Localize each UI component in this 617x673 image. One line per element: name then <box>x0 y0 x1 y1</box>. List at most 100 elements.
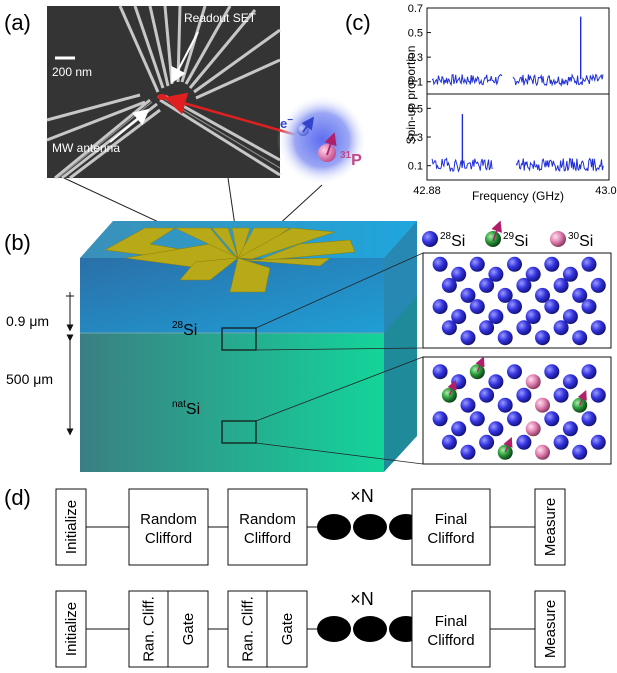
row2-final-clifford-label: Final Clifford <box>427 613 474 649</box>
atom-si30 <box>525 421 541 437</box>
atom-si28 <box>553 434 569 450</box>
atom-si28 <box>562 309 578 325</box>
atom-si28 <box>460 330 476 346</box>
readout-set-label: Readout SET <box>184 11 257 25</box>
row2-ran-cliff-2-label: Ran. Cliff. <box>240 596 257 662</box>
row1-initialize-label: Initialize <box>63 500 80 554</box>
panel-label-a: (a) <box>4 10 31 35</box>
atom-si28 <box>553 277 569 293</box>
atom-si28 <box>479 434 495 450</box>
row1-initialize-box <box>55 488 87 566</box>
mw-antenna-label: MW antenna <box>52 141 120 155</box>
row1-random-clifford-1-box <box>128 488 209 566</box>
row1-random-clifford-2-label: Random Clifford <box>239 511 296 547</box>
atom-si28 <box>544 364 560 380</box>
atom-si28 <box>544 256 560 272</box>
atom-si28 <box>451 266 467 282</box>
row2-ran-cliff-1-label: Ran. Cliff. <box>141 596 158 662</box>
atom-si30 <box>525 374 541 390</box>
lattice2-connector-top <box>255 356 424 422</box>
bottom-trace-segment-1 <box>431 157 493 173</box>
atom-si28 <box>441 434 457 450</box>
atom-si28 <box>562 421 578 437</box>
panel-label-c: (c) <box>345 10 371 35</box>
atom-si28 <box>590 277 606 293</box>
atom-si28 <box>460 287 476 303</box>
legend-si30-icon <box>550 231 566 247</box>
natsi-zoom-box <box>221 420 257 444</box>
atom-si28 <box>553 320 569 336</box>
atom-si28 <box>516 387 532 403</box>
chart-xlabel: Frequency (GHz) <box>472 189 564 203</box>
donor-pointer-arrow <box>163 92 301 138</box>
legend-si28-icon <box>422 231 438 247</box>
atom-si28 <box>572 444 588 460</box>
si28-layer-label: 28Si <box>172 320 197 339</box>
thickness-bottom-label: 500 μm <box>6 371 53 387</box>
chart-ylabel: Spin-up proportion <box>404 46 418 145</box>
thickness-top-label: 0.9 μm <box>6 313 49 329</box>
atom-si28 <box>469 256 485 272</box>
row1-final-clifford-label: Final Clifford <box>427 511 474 547</box>
atom-si28 <box>562 266 578 282</box>
nuclear-spin-arrow <box>475 356 485 372</box>
atom-si28 <box>581 299 597 315</box>
repeat-ellipsis-dot <box>353 616 387 642</box>
scale-bar-label: 200 nm <box>52 65 92 79</box>
legend-si28-label: 28Si <box>440 231 465 250</box>
atom-si30 <box>535 444 550 460</box>
panel-label-d: (d) <box>4 485 31 510</box>
top-trace-segment-1 <box>431 73 503 87</box>
atom-si28 <box>451 309 467 325</box>
atom-si28 <box>497 330 513 346</box>
row1-measure-label: Measure <box>542 498 559 556</box>
row2-gate-1-box <box>167 590 209 668</box>
row2-measure-box <box>534 590 566 668</box>
sequence-diagrams: Initialize Random Clifford Random Clifford ×N… <box>55 486 566 668</box>
panel-label-b: (b) <box>4 230 31 255</box>
row2-gate-1-label: Gate <box>180 613 197 646</box>
device-block: 28Si natSi <box>80 221 417 472</box>
atom-si28 <box>590 434 606 450</box>
atom-si28 <box>479 277 495 293</box>
atom-si28 <box>488 374 504 390</box>
nuclear-spin-arrow <box>577 389 587 406</box>
bottom-ytick-label: 0.3 <box>408 132 423 144</box>
repeat-ellipsis-dot <box>317 616 351 642</box>
row2-measure-label: Measure <box>542 600 559 658</box>
repeat-ellipsis-dot <box>317 514 351 540</box>
si28-layer <box>80 258 384 333</box>
top-ytick-label: 0.7 <box>408 3 423 15</box>
row2-initialize-box <box>55 590 87 668</box>
atom-si28 <box>432 299 448 315</box>
donor-location <box>157 94 167 100</box>
top-trace-segment-2 <box>512 73 604 87</box>
row2-gate-2-box <box>266 590 308 668</box>
row2-initialize-label: Initialize <box>63 602 80 656</box>
atom-si28 <box>497 287 513 303</box>
atom-si28 <box>507 256 522 272</box>
atom-si28 <box>525 266 541 282</box>
atom-si28 <box>562 374 578 390</box>
atom-si28 <box>507 364 522 380</box>
atom-si28 <box>535 330 550 346</box>
thickness-annotations: 0.9 μm 500 μm <box>6 292 74 436</box>
atom-si28 <box>590 320 606 336</box>
donor-label: 31P <box>340 150 362 169</box>
nuclear-spin-arrow <box>503 436 513 453</box>
atom-si28 <box>479 387 495 403</box>
natsi-substrate <box>80 333 384 472</box>
atom-si28 <box>516 277 532 293</box>
atom-si28 <box>525 309 541 325</box>
gate-electrodes <box>104 227 356 293</box>
legend-si30-label: 30Si <box>568 231 593 250</box>
atom-si28 <box>432 364 448 380</box>
row1-random-clifford-1-label: Random Clifford <box>140 511 197 547</box>
atom-si28 <box>432 411 448 427</box>
natsi-layer-label: natSi <box>172 399 200 418</box>
atom-si29 <box>469 364 485 380</box>
atom-si28 <box>590 387 606 403</box>
bottom-ytick-label: 0.1 <box>408 161 423 173</box>
atom-si28 <box>535 287 550 303</box>
